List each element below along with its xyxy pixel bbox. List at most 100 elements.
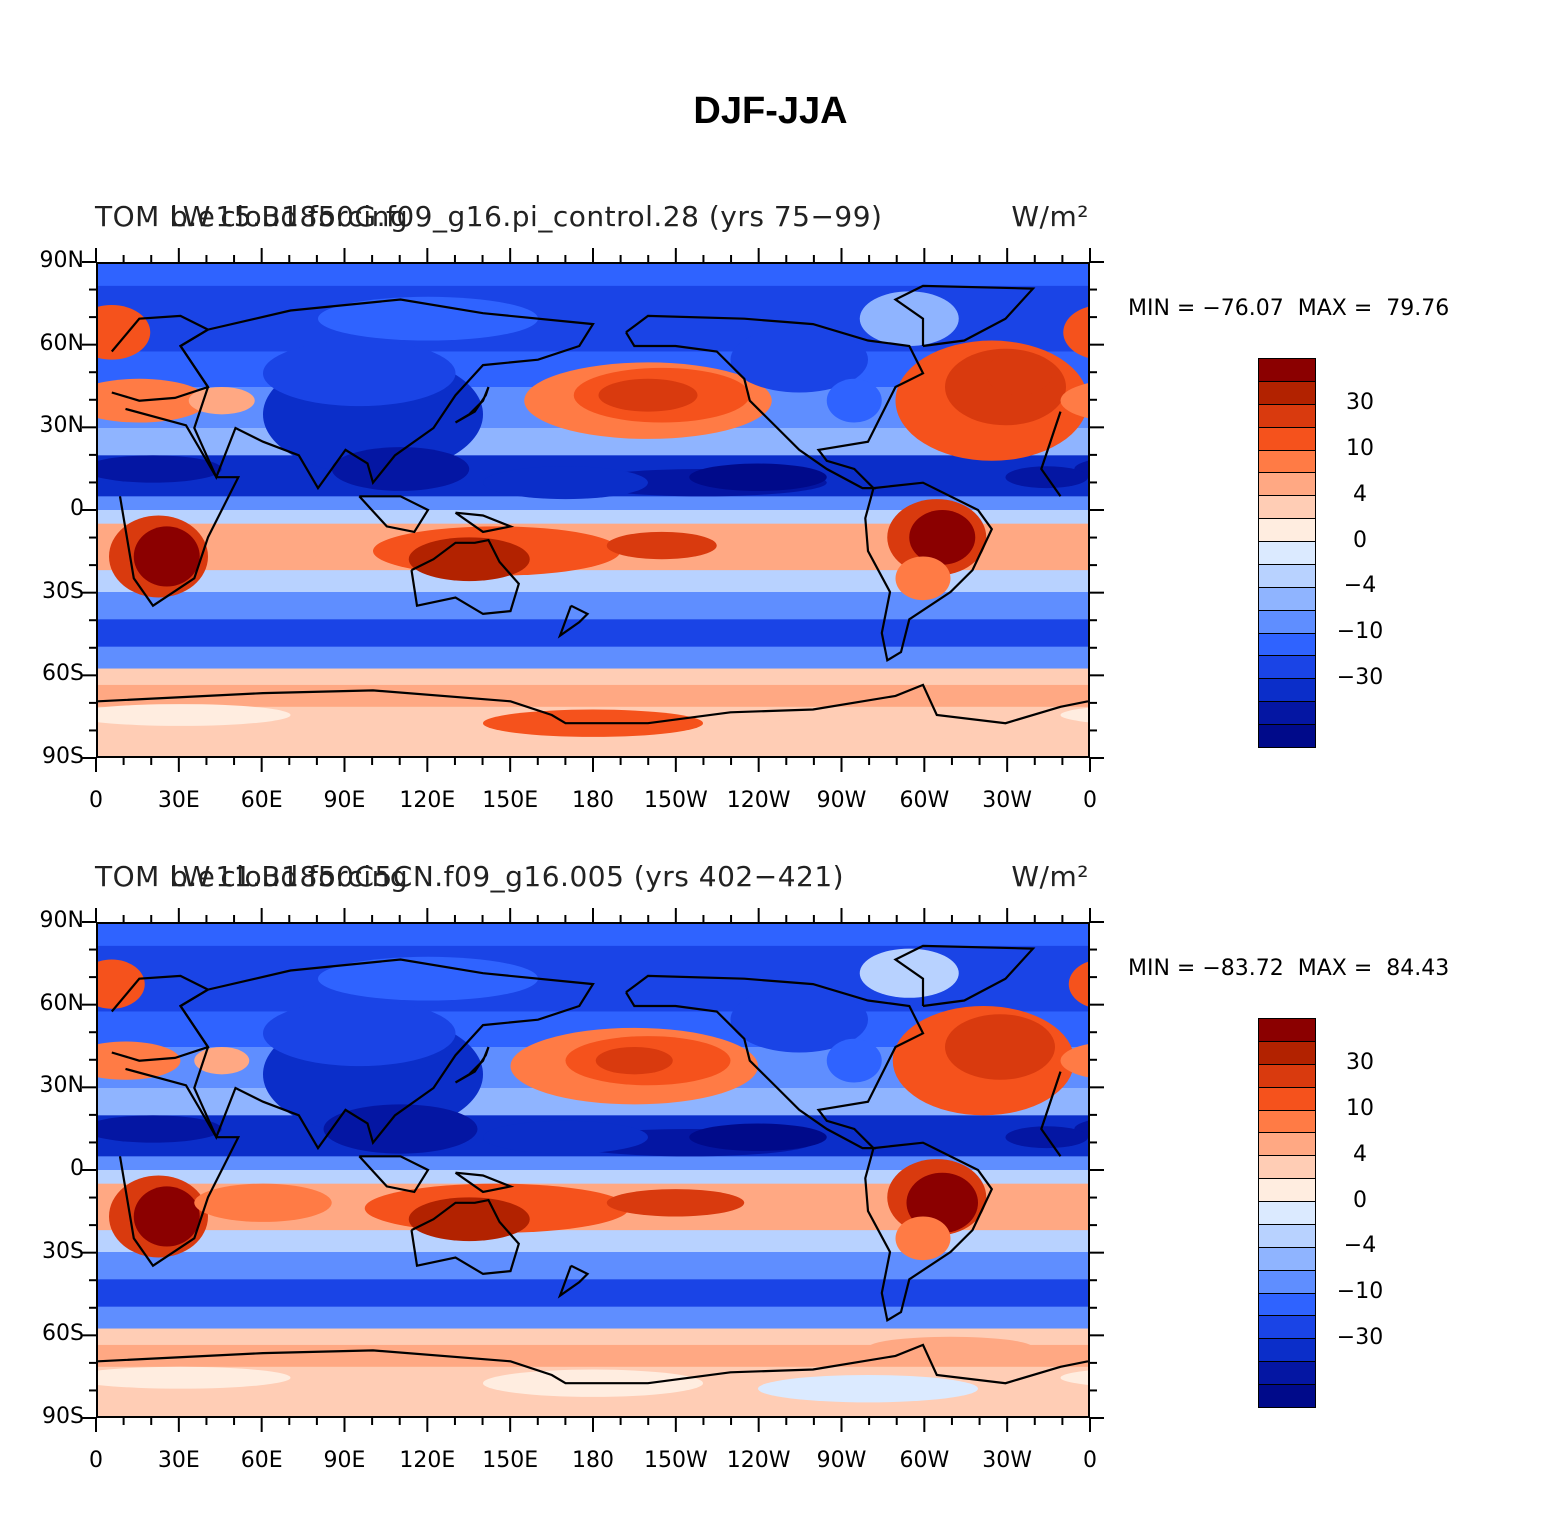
contour-region <box>826 1038 882 1083</box>
colorbar-label: 10 <box>1346 435 1374 461</box>
contour-region <box>98 455 222 483</box>
coastline <box>557 604 590 639</box>
coastlines <box>98 284 1088 725</box>
contour-band <box>98 684 1088 708</box>
colorbar-swatch <box>1259 587 1315 611</box>
panel-variable-label: TOM LW cloud forcing <box>95 200 409 233</box>
contour-region <box>194 1183 332 1222</box>
contour-band <box>98 924 1088 947</box>
coastline <box>1040 1071 1062 1157</box>
coastline <box>178 298 595 491</box>
contour-region <box>133 526 200 587</box>
colorbar-swatch <box>1259 381 1315 405</box>
contour-region <box>263 340 456 407</box>
coastline <box>454 511 515 534</box>
contour-band <box>98 1306 1088 1330</box>
coastline <box>1040 411 1062 497</box>
contour-region <box>758 1375 978 1403</box>
longitude-label: 150W <box>643 1448 708 1473</box>
longitude-label: 30W <box>982 1448 1033 1473</box>
contour-blobs <box>98 291 1088 743</box>
longitude-label: 150E <box>482 1448 539 1473</box>
longitude-label: 60W <box>899 1448 950 1473</box>
colorbar-swatch <box>1259 450 1315 474</box>
contour-region <box>909 510 976 565</box>
colorbar-swatch <box>1259 1316 1315 1340</box>
map-frame <box>96 922 1090 1418</box>
colorbar-swatch <box>1259 610 1315 634</box>
longitude-label: 0 <box>1083 1448 1097 1473</box>
contour-region <box>598 378 698 412</box>
longitude-label: 0 <box>89 1448 103 1473</box>
panel-case-label: b.e11.B1850C5CN.f09_g16.005 (yrs 402−421… <box>170 860 845 893</box>
contour-region <box>868 1336 1033 1359</box>
colorbar-swatch <box>1259 1087 1315 1111</box>
latitude-label: 90N <box>39 908 84 933</box>
colorbar-swatch <box>1259 1202 1315 1225</box>
contour-band <box>98 510 1088 525</box>
colorbar-label: −10 <box>1336 1279 1384 1305</box>
longitude-label: 60E <box>240 788 283 813</box>
figure-title: DJF-JJA <box>693 90 848 132</box>
contour-region <box>689 463 827 491</box>
contour-region <box>730 986 868 1053</box>
colorbar-swatch <box>1259 1362 1315 1385</box>
panel-units-label: W/m² <box>1011 200 1089 233</box>
colorbar-swatch <box>1259 1156 1315 1180</box>
colorbar-label: 0 <box>1353 527 1367 553</box>
longitude-label: 120W <box>726 1448 791 1473</box>
contour-region <box>758 715 978 743</box>
colorbar-swatch <box>1259 725 1315 747</box>
latitude-label: 30S <box>42 1238 84 1264</box>
contour-region <box>133 1186 200 1247</box>
longitude-label: 180 <box>572 1448 614 1473</box>
contour-region <box>483 1120 648 1154</box>
latitude-label: 60N <box>39 330 84 356</box>
contour-region <box>323 1104 478 1154</box>
contour-region <box>98 1366 291 1389</box>
contour-region <box>483 466 648 500</box>
latitude-label: 60S <box>42 661 84 687</box>
colorbar-swatch <box>1259 1064 1315 1088</box>
coastline <box>893 944 1036 1008</box>
coastline <box>410 538 521 616</box>
contour-band <box>98 1279 1088 1308</box>
colorbar-swatch <box>1259 1385 1315 1407</box>
contour-band <box>98 1328 1088 1346</box>
colorbar-label: −4 <box>1343 1233 1377 1259</box>
coastline <box>454 386 490 424</box>
contour-region <box>895 1216 951 1261</box>
contour-band <box>98 668 1088 686</box>
colorbar-swatch <box>1259 542 1315 565</box>
contour-band <box>98 264 1088 287</box>
contour-region <box>318 956 538 1001</box>
longitude-label: 90W <box>816 1448 867 1473</box>
latitude-label: 0 <box>70 496 84 521</box>
coastline <box>118 1067 241 1268</box>
colorbar-label: 30 <box>1346 389 1374 415</box>
contour-region <box>408 1197 530 1242</box>
contour-region <box>730 326 868 393</box>
coastline <box>358 495 430 534</box>
coastline <box>358 1155 430 1194</box>
colorbar-swatch <box>1259 1019 1315 1042</box>
coastline <box>893 284 1036 348</box>
coastline <box>864 481 994 663</box>
contour-region <box>194 1047 250 1075</box>
contour-region <box>895 556 951 601</box>
contour-region <box>318 296 538 341</box>
colorbar <box>1258 1018 1316 1408</box>
colorbar-swatch <box>1259 519 1315 542</box>
colorbar-swatch <box>1259 404 1315 428</box>
contour-region <box>859 948 959 998</box>
map-frame <box>96 262 1090 758</box>
max-value: MAX = 79.76 <box>1297 296 1450 321</box>
colorbar-label: −30 <box>1336 665 1384 691</box>
colorbar-label: 4 <box>1353 1141 1367 1167</box>
contour-region <box>1060 1044 1088 1078</box>
longitude-label: 180 <box>572 788 614 813</box>
coastline <box>98 683 1088 725</box>
contour-band <box>98 496 1088 511</box>
latitude-label: 90S <box>42 744 84 769</box>
contour-region <box>606 1189 745 1217</box>
